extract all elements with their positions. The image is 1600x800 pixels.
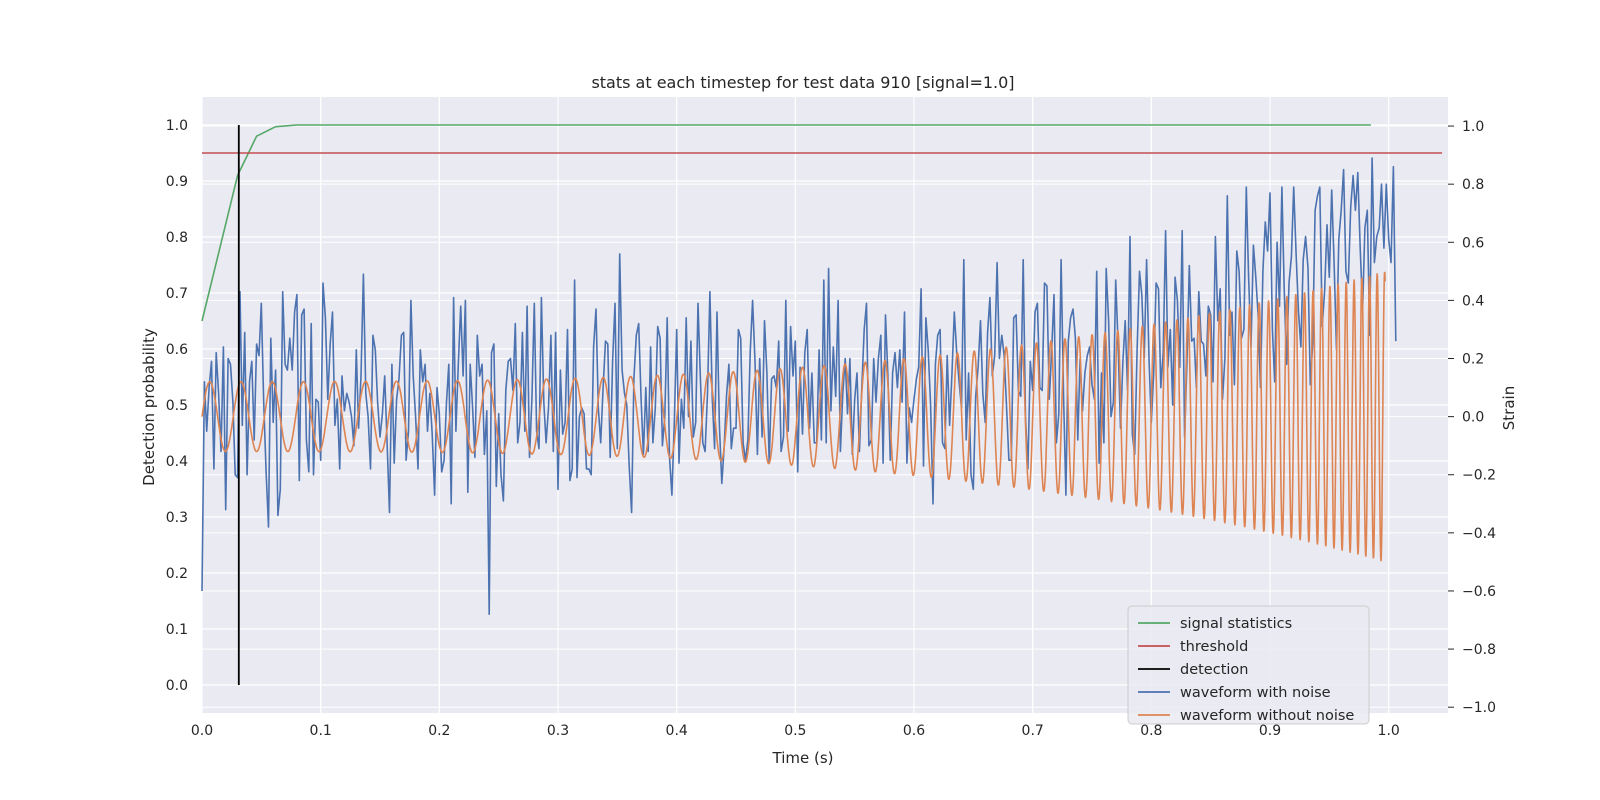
x-axis-ticks: 0.0 0.1 0.2 0.3 0.4 0.5 0.6 0.7 0.8 0.9 1.0: [191, 723, 1400, 739]
x-tick-label: 0.9: [1259, 723, 1281, 739]
left-y-tick-label: 0.3: [166, 510, 188, 526]
right-y-tick-label: 0.4: [1462, 293, 1484, 309]
x-tick-label: 1.0: [1378, 723, 1400, 739]
right-y-tick-label: −0.6: [1462, 584, 1496, 600]
left-y-tick-label: 0.4: [166, 454, 188, 470]
right-y-tick-label: 0.8: [1462, 177, 1484, 193]
left-y-tick-label: 0.2: [166, 566, 188, 582]
legend: signal statistics threshold detection wavef…: [1127, 605, 1370, 725]
x-tick-label: 0.7: [1022, 723, 1044, 739]
right-y-tick-label: −1.0: [1462, 700, 1496, 716]
legend-label: waveform without noise: [1180, 708, 1354, 724]
series-signal-statistics: [201, 124, 1371, 322]
left-y-tick-label: 0.7: [166, 286, 188, 302]
x-tick-label: 0.3: [547, 723, 569, 739]
right-y-tick-label: 0.6: [1462, 235, 1484, 251]
left-y-tick-label: 0.1: [166, 622, 188, 638]
left-y-axis-ticks: 0.0 0.1 0.2 0.3 0.4 0.5 0.6 0.7 0.8 0.9 1.0: [166, 118, 188, 694]
x-tick-label: 0.0: [191, 723, 213, 739]
left-y-tick-label: 0.9: [166, 174, 188, 190]
left-y-tick-label: 0.6: [166, 342, 188, 358]
legend-label: detection: [1180, 662, 1248, 678]
x-tick-label: 0.1: [310, 723, 332, 739]
legend-label: threshold: [1180, 639, 1248, 655]
x-tick-label: 0.5: [784, 723, 806, 739]
right-y-tick-label: −0.8: [1462, 642, 1496, 658]
legend-label: signal statistics: [1180, 616, 1292, 632]
right-y-axis-label: Strain: [1500, 386, 1518, 430]
left-y-tick-label: 0.8: [166, 230, 188, 246]
right-y-tick-label: 0.0: [1462, 410, 1484, 426]
right-y-tick-label: −0.4: [1462, 526, 1496, 542]
legend-label: waveform with noise: [1180, 685, 1331, 701]
x-tick-label: 0.4: [666, 723, 688, 739]
right-y-tick-label: 1.0: [1462, 119, 1484, 135]
x-axis-label: Time (s): [772, 749, 834, 767]
series-waveform-without-noise: [201, 271, 1386, 562]
right-y-tick-label: −0.2: [1462, 468, 1496, 484]
x-tick-label: 0.8: [1140, 723, 1162, 739]
x-tick-label: 0.2: [428, 723, 450, 739]
left-y-tick-label: 1.0: [166, 118, 188, 134]
series-layer: [201, 124, 1443, 685]
right-y-axis-ticks: −1.0 −0.8 −0.6 −0.4 −0.2 0.0 0.2 0.4 0.6 0.8 1.0: [1448, 119, 1496, 716]
x-tick-label: 0.6: [903, 723, 925, 739]
chart-title: stats at each timestep for test data 910…: [591, 73, 1014, 92]
right-y-tick-label: 0.2: [1462, 352, 1484, 368]
left-y-tick-label: 0.5: [166, 398, 188, 414]
legend-box: [1127, 605, 1370, 725]
left-y-tick-label: 0.0: [166, 678, 188, 694]
left-y-axis-label: Detection probability: [140, 328, 158, 486]
